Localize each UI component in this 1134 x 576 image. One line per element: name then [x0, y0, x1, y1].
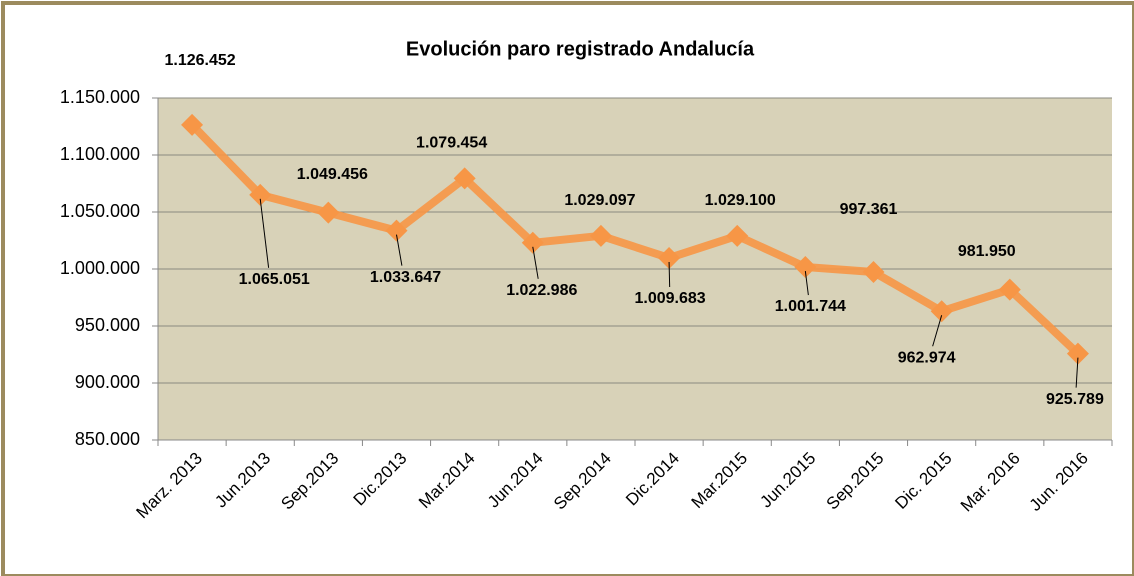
data-label: 1.009.683 — [634, 290, 705, 307]
data-label: 1.033.647 — [370, 269, 441, 286]
data-label: 1.065.051 — [239, 271, 310, 288]
marker — [385, 219, 408, 242]
leader-line — [932, 315, 943, 347]
marker — [589, 224, 612, 247]
y-tick-label: 950.000 — [75, 315, 140, 335]
data-label: 1.049.456 — [297, 166, 368, 183]
y-tick-label: 850.000 — [75, 429, 140, 449]
marker — [726, 224, 749, 247]
leader-line — [396, 234, 403, 266]
y-tick-label: 1.150.000 — [60, 87, 140, 107]
data-label: 997.361 — [840, 201, 898, 218]
marker — [862, 261, 885, 284]
chart-title: Evolución paro registrado Andalucía — [406, 38, 755, 60]
y-tick-label: 1.050.000 — [60, 201, 140, 221]
leader-line — [668, 261, 671, 287]
data-label: 925.789 — [1046, 391, 1104, 408]
y-tick-label: 1.100.000 — [60, 144, 140, 164]
marker — [1066, 342, 1089, 365]
data-label: 1.029.100 — [705, 192, 776, 209]
line — [189, 122, 1081, 357]
data-label: 1.022.986 — [506, 282, 577, 299]
marker — [317, 201, 340, 224]
y-tick-label: 900.000 — [75, 372, 140, 392]
data-label: 1.029.097 — [564, 192, 635, 209]
marker — [794, 256, 817, 279]
data-label: 962.974 — [898, 349, 956, 366]
marker — [521, 231, 544, 254]
leader-line — [532, 246, 539, 279]
marker — [998, 278, 1021, 301]
y-tick-label: 1.000.000 — [60, 258, 140, 278]
marker — [930, 300, 953, 323]
data-label: 1.001.744 — [775, 298, 846, 315]
data-label: 1.126.452 — [164, 52, 235, 69]
marker — [453, 167, 476, 190]
leader-line — [259, 198, 270, 268]
marker — [249, 183, 272, 206]
data-label: 981.950 — [958, 243, 1016, 260]
data-label: 1.079.454 — [416, 135, 487, 152]
marker — [181, 113, 204, 136]
marker — [658, 246, 681, 269]
leader-line — [1075, 357, 1079, 388]
leader-line — [804, 270, 809, 296]
